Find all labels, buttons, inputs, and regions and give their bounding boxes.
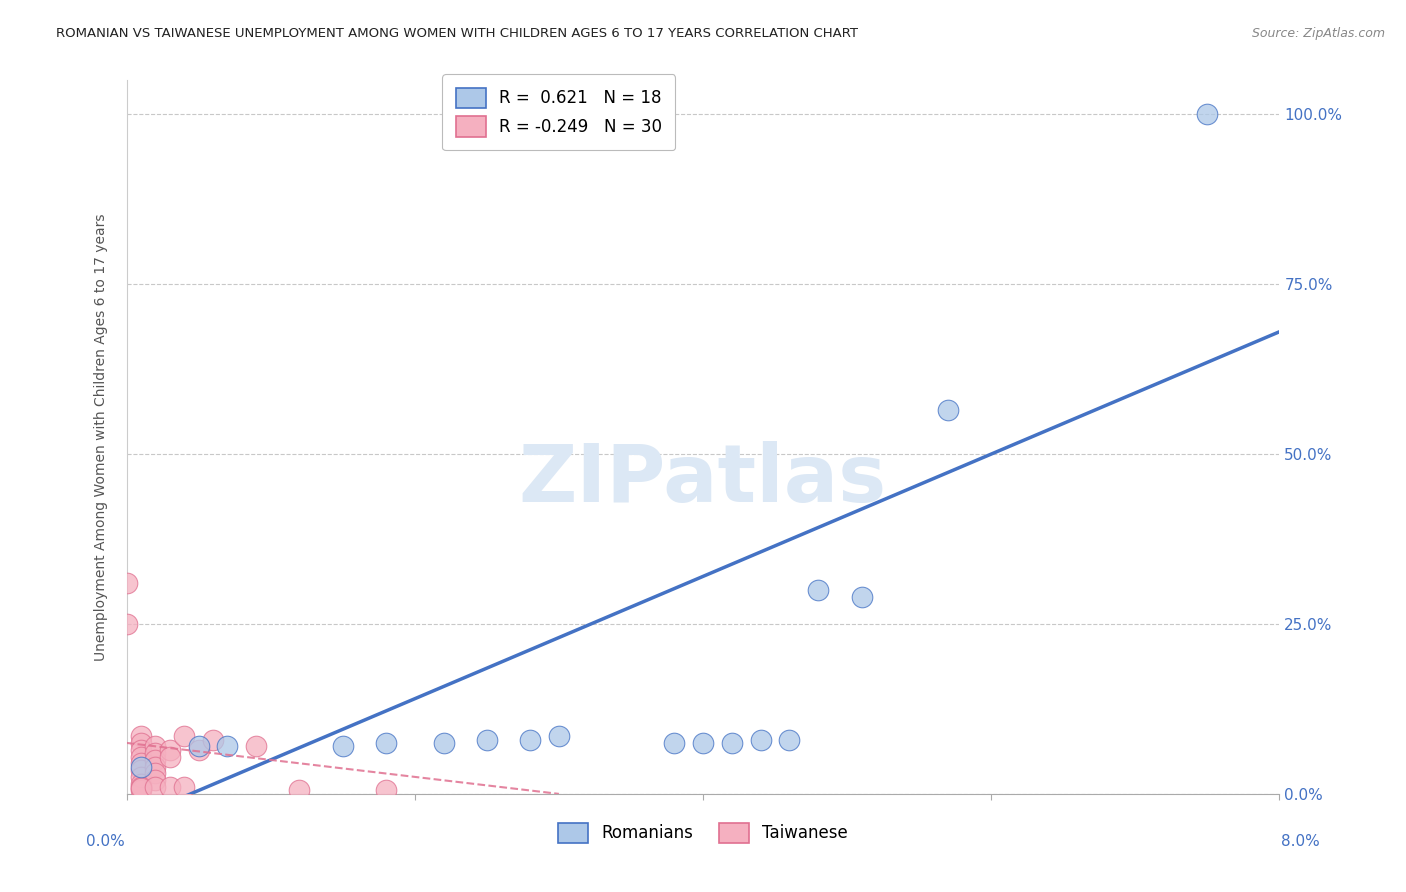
Point: [202, 732, 225, 747]
Text: Source: ZipAtlas.com: Source: ZipAtlas.com: [1251, 27, 1385, 40]
Point: [129, 749, 152, 764]
Point: [173, 729, 195, 743]
Point: [187, 742, 209, 756]
Point: [129, 729, 152, 743]
Text: 8.0%: 8.0%: [1281, 834, 1320, 849]
Point: [129, 763, 152, 777]
Point: [475, 732, 498, 747]
Point: [145, 773, 166, 788]
Point: [433, 736, 456, 750]
Point: [245, 739, 267, 754]
Point: [288, 783, 311, 797]
Point: [159, 780, 181, 794]
Point: [129, 781, 152, 796]
Point: [159, 742, 181, 756]
Point: [749, 732, 772, 747]
Point: [145, 760, 166, 774]
Point: [115, 617, 138, 632]
Point: [779, 732, 801, 747]
Point: [129, 760, 152, 774]
Legend: Romanians, Taiwanese: Romanians, Taiwanese: [551, 816, 855, 850]
Point: [173, 780, 195, 794]
Point: [129, 756, 152, 771]
Point: [187, 739, 209, 754]
Text: ZIPatlas: ZIPatlas: [519, 441, 887, 519]
Point: [692, 736, 714, 750]
Point: [145, 753, 166, 767]
Text: 0.0%: 0.0%: [86, 834, 125, 849]
Point: [936, 403, 959, 417]
Point: [332, 739, 354, 754]
Point: [1197, 107, 1219, 121]
Point: [129, 780, 152, 794]
Point: [145, 746, 166, 760]
Point: [720, 736, 742, 750]
Point: [129, 783, 152, 797]
Point: [519, 732, 541, 747]
Point: [145, 766, 166, 780]
Point: [129, 742, 152, 756]
Point: [115, 576, 138, 591]
Point: [129, 770, 152, 784]
Point: [664, 736, 686, 750]
Point: [548, 729, 571, 743]
Point: [217, 739, 239, 754]
Y-axis label: Unemployment Among Women with Children Ages 6 to 17 years: Unemployment Among Women with Children A…: [94, 213, 108, 661]
Text: ROMANIAN VS TAIWANESE UNEMPLOYMENT AMONG WOMEN WITH CHILDREN AGES 6 TO 17 YEARS : ROMANIAN VS TAIWANESE UNEMPLOYMENT AMONG…: [56, 27, 858, 40]
Point: [129, 777, 152, 791]
Point: [374, 736, 398, 750]
Point: [851, 590, 873, 604]
Point: [145, 780, 166, 794]
Point: [374, 783, 398, 797]
Point: [129, 736, 152, 750]
Point: [807, 582, 830, 597]
Point: [159, 749, 181, 764]
Point: [145, 739, 166, 754]
